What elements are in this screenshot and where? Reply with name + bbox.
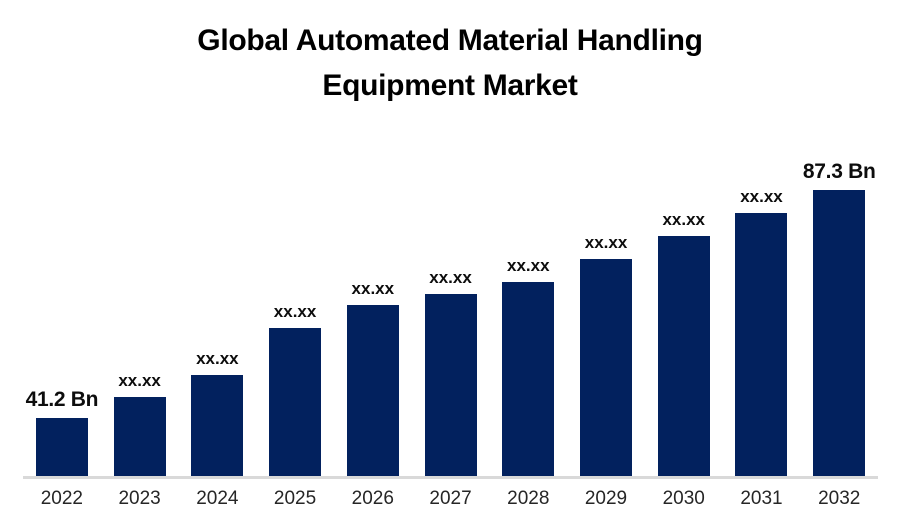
x-tick-label: 2032 bbox=[818, 488, 861, 509]
bar bbox=[502, 282, 555, 476]
x-axis-line bbox=[23, 476, 878, 479]
bar-column: xx.xx bbox=[178, 0, 256, 476]
bar bbox=[424, 294, 477, 476]
bar-column: xx.xx bbox=[489, 0, 567, 476]
x-tick-label: 2028 bbox=[507, 488, 550, 509]
bar bbox=[191, 375, 244, 476]
bar-value-label: xx.xx bbox=[584, 233, 628, 252]
bar bbox=[35, 418, 88, 476]
x-tick-label: 2031 bbox=[740, 488, 783, 509]
bar-column: xx.xx bbox=[412, 0, 490, 476]
bar-value-label: 87.3 Bn bbox=[802, 160, 876, 183]
x-tick-label: 2022 bbox=[40, 488, 83, 509]
bar bbox=[346, 305, 399, 476]
bar bbox=[113, 397, 166, 476]
bar-column: xx.xx bbox=[334, 0, 412, 476]
bar-value-label: xx.xx bbox=[351, 279, 395, 298]
chart-title-line2: Equipment Market bbox=[322, 69, 578, 102]
bar-column: xx.xx bbox=[723, 0, 801, 476]
x-tick-label: 2023 bbox=[118, 488, 161, 509]
bar-value-label: xx.xx bbox=[740, 187, 783, 206]
bar-value-label: xx.xx bbox=[118, 371, 161, 390]
bar bbox=[813, 190, 866, 476]
plot-area: 41.2 Bn xx.xx xx.xx xx.xx xx.xx xx.xx xx.xx xx.… bbox=[23, 0, 878, 476]
x-tick-label: 2025 bbox=[273, 488, 317, 509]
bar-value-label: xx.xx bbox=[196, 349, 239, 368]
bar-value-label: xx.xx bbox=[273, 302, 317, 321]
bar bbox=[269, 328, 322, 476]
bar bbox=[735, 213, 788, 476]
bar-column: 87.3 Bn bbox=[800, 0, 878, 476]
x-tick-label: 2027 bbox=[429, 488, 472, 509]
x-tick-label: 2030 bbox=[662, 488, 705, 509]
bar-value-label: xx.xx bbox=[662, 210, 706, 229]
bar-column: xx.xx bbox=[101, 0, 179, 476]
bar-column: xx.xx bbox=[567, 0, 645, 476]
bar-column: 41.2 Bn bbox=[23, 0, 101, 476]
bar-column: xx.xx bbox=[256, 0, 334, 476]
bar-column: xx.xx bbox=[645, 0, 723, 476]
x-tick-label: 2024 bbox=[196, 488, 239, 509]
x-axis-tick-labels: 2022 2023 2024 2025 2026 2027 2028 2029 2030 2031… bbox=[23, 488, 878, 510]
chart-title-line1: Global Automated Material Handling bbox=[197, 24, 703, 57]
bar-value-label: xx.xx bbox=[429, 268, 472, 287]
chart-title: Global Automated Material Handling Equip… bbox=[0, 18, 900, 108]
bar-value-label: 41.2 Bn bbox=[25, 388, 99, 411]
x-tick-label: 2029 bbox=[584, 488, 628, 509]
x-tick-label: 2026 bbox=[351, 488, 394, 509]
bar bbox=[580, 259, 632, 476]
bar bbox=[657, 236, 710, 476]
bar-value-label: xx.xx bbox=[507, 256, 550, 275]
